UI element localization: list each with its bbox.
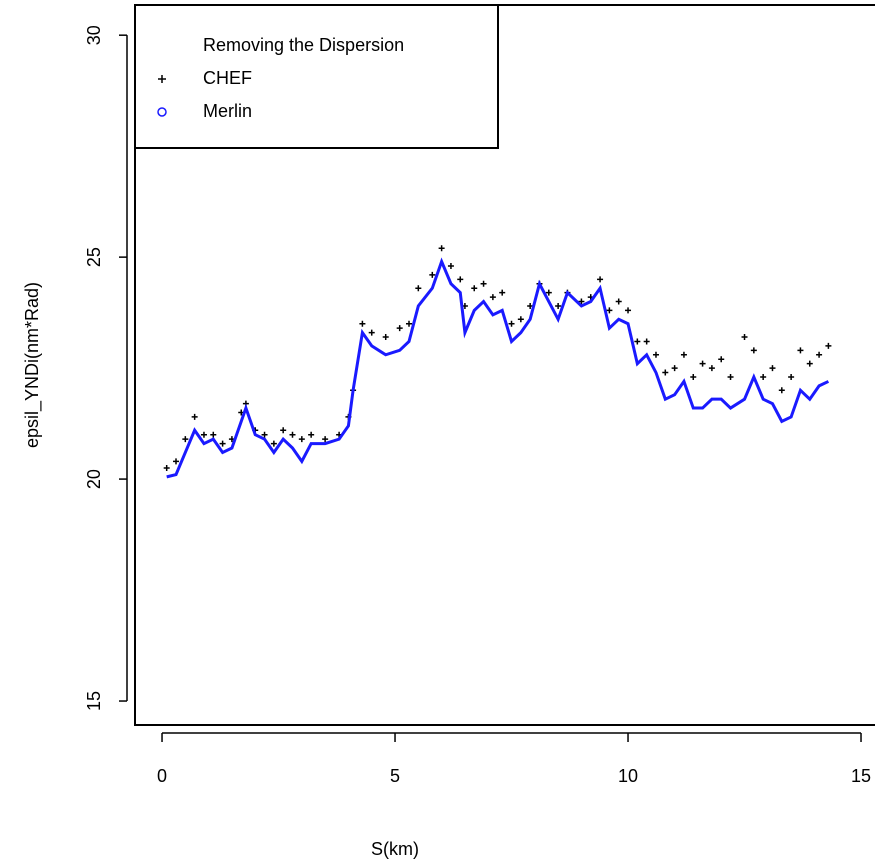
data-point	[508, 320, 515, 327]
data-point	[545, 289, 552, 296]
data-point	[359, 320, 366, 327]
x-tick-label: 5	[390, 766, 400, 786]
data-point	[615, 298, 622, 305]
data-point	[555, 302, 562, 309]
x-tick-label: 15	[851, 766, 871, 786]
data-point	[671, 365, 678, 372]
data-point	[825, 342, 832, 349]
legend-box	[134, 4, 499, 149]
data-point	[396, 325, 403, 332]
data-point	[760, 373, 767, 380]
data-point	[182, 436, 189, 443]
data-point	[471, 285, 478, 292]
data-point	[200, 431, 207, 438]
data-point	[606, 307, 613, 314]
data-point	[289, 431, 296, 438]
legend-label: Merlin	[203, 101, 252, 121]
data-point	[457, 276, 464, 283]
data-point	[517, 316, 524, 323]
data-point	[643, 338, 650, 345]
data-point	[270, 440, 277, 447]
data-point	[769, 365, 776, 372]
data-point	[499, 289, 506, 296]
y-tick-label: 15	[84, 691, 104, 711]
data-point	[690, 373, 697, 380]
data-point	[625, 307, 632, 314]
x-axis-label: S(km)	[371, 839, 419, 859]
series-line	[166, 257, 830, 479]
data-point	[429, 271, 436, 278]
data-point	[438, 245, 445, 252]
data-point	[727, 373, 734, 380]
legend-symbol	[157, 107, 167, 117]
data-point	[415, 285, 422, 292]
data-point	[788, 373, 795, 380]
data-point	[489, 294, 496, 301]
y-tick-label: 20	[84, 469, 104, 489]
data-point	[778, 387, 785, 394]
y-tick-label: 30	[84, 25, 104, 45]
data-point	[662, 369, 669, 376]
x-tick-label: 0	[157, 766, 167, 786]
data-point	[816, 351, 823, 358]
data-point	[797, 347, 804, 354]
data-point	[806, 360, 813, 367]
data-point	[750, 347, 757, 354]
plot-frame	[134, 4, 875, 726]
data-point	[308, 431, 315, 438]
data-point	[741, 334, 748, 341]
y-tick-label: 25	[84, 247, 104, 267]
data-point	[652, 351, 659, 358]
data-point	[680, 351, 687, 358]
data-point	[173, 458, 180, 465]
data-point	[406, 320, 413, 327]
data-point	[298, 436, 305, 443]
data-point	[191, 413, 198, 420]
data-point	[261, 431, 268, 438]
data-point	[447, 263, 454, 270]
data-point	[382, 334, 389, 341]
data-point	[163, 464, 170, 471]
data-point	[718, 356, 725, 363]
data-point	[699, 360, 706, 367]
data-point	[634, 338, 641, 345]
data-point	[219, 440, 226, 447]
data-point	[210, 431, 217, 438]
data-point	[578, 298, 585, 305]
data-point	[322, 436, 329, 443]
data-point	[597, 276, 604, 283]
legend-title: Removing the Dispersion	[203, 35, 404, 55]
data-point	[368, 329, 375, 336]
data-point	[708, 365, 715, 372]
data-point	[280, 427, 287, 434]
x-tick-label: 10	[618, 766, 638, 786]
legend-label: CHEF	[203, 68, 252, 88]
y-axis-label: epsil_YNDi(nm*Rad)	[22, 282, 43, 448]
data-point	[480, 280, 487, 287]
legend-symbol	[158, 75, 166, 83]
